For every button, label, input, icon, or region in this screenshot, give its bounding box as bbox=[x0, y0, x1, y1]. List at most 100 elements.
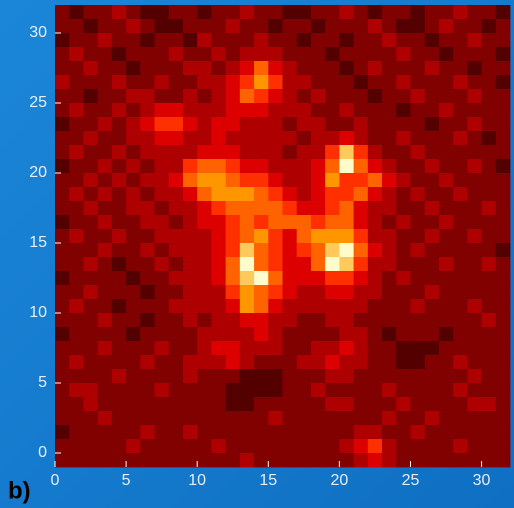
heatmap-cell bbox=[69, 215, 84, 230]
heatmap-cell bbox=[382, 229, 397, 244]
heatmap-cell bbox=[97, 383, 113, 398]
heatmap-cell bbox=[424, 229, 440, 244]
heatmap-cell bbox=[55, 341, 70, 356]
heatmap-cell bbox=[296, 327, 312, 342]
heatmap-cell bbox=[83, 397, 99, 412]
heatmap-cell bbox=[310, 117, 326, 132]
heatmap-cell bbox=[197, 229, 212, 244]
heatmap-cell bbox=[382, 33, 397, 48]
heatmap-cell bbox=[382, 19, 397, 34]
heatmap-cell bbox=[126, 201, 141, 216]
heatmap-cell bbox=[239, 61, 255, 76]
heatmap-cell bbox=[83, 411, 99, 426]
heatmap-cell bbox=[168, 397, 184, 412]
heatmap-cell bbox=[154, 61, 170, 76]
heatmap-cell bbox=[481, 327, 497, 342]
heatmap-cell bbox=[197, 453, 212, 468]
heatmap-cell bbox=[339, 313, 354, 328]
heatmap-cell bbox=[83, 33, 99, 48]
heatmap-cell bbox=[254, 173, 269, 188]
heatmap-cell bbox=[353, 5, 369, 20]
heatmap-cell bbox=[239, 89, 255, 104]
heatmap-cell bbox=[268, 229, 283, 244]
heatmap-cell bbox=[97, 145, 113, 160]
heatmap-cell bbox=[254, 19, 269, 34]
heatmap-cell bbox=[239, 355, 255, 370]
heatmap-cell bbox=[268, 173, 283, 188]
heatmap-cell bbox=[239, 201, 255, 216]
heatmap-cell bbox=[97, 425, 113, 440]
heatmap-cell bbox=[339, 215, 354, 230]
heatmap-cell bbox=[83, 285, 99, 300]
heatmap-cell bbox=[296, 313, 312, 328]
heatmap-cell bbox=[282, 19, 298, 34]
heatmap-cell bbox=[239, 19, 255, 34]
heatmap-cell bbox=[382, 89, 397, 104]
heatmap-cell bbox=[481, 411, 497, 426]
heatmap-cell bbox=[55, 299, 70, 314]
heatmap-cell bbox=[239, 411, 255, 426]
heatmap-cell bbox=[453, 341, 468, 356]
heatmap-cell bbox=[282, 201, 298, 216]
heatmap-cell bbox=[325, 215, 340, 230]
heatmap-cell bbox=[310, 299, 326, 314]
heatmap-cell bbox=[310, 229, 326, 244]
heatmap-cell bbox=[126, 439, 141, 454]
heatmap-cell bbox=[126, 425, 141, 440]
heatmap-cell bbox=[168, 299, 184, 314]
heatmap-cell bbox=[296, 89, 312, 104]
heatmap-cell bbox=[382, 117, 397, 132]
panel-label: b) bbox=[8, 477, 31, 504]
heatmap-cell bbox=[453, 75, 468, 90]
heatmap-cell bbox=[197, 201, 212, 216]
heatmap-cell bbox=[453, 425, 468, 440]
heatmap-cell bbox=[296, 411, 312, 426]
heatmap-cell bbox=[481, 383, 497, 398]
heatmap-cell bbox=[55, 355, 70, 370]
heatmap-cell bbox=[111, 201, 127, 216]
heatmap-cell bbox=[495, 75, 511, 90]
heatmap-cell bbox=[296, 187, 312, 202]
heatmap-cell bbox=[396, 61, 411, 76]
heatmap-cell bbox=[140, 257, 155, 272]
heatmap-cell bbox=[339, 341, 354, 356]
heatmap-cell bbox=[111, 229, 127, 244]
x-tick-label: 10 bbox=[188, 472, 206, 489]
heatmap-cell bbox=[197, 299, 212, 314]
heatmap-cell bbox=[97, 369, 113, 384]
heatmap-cell bbox=[168, 47, 184, 62]
heatmap-cell bbox=[211, 201, 227, 216]
heatmap-cell bbox=[467, 201, 482, 216]
heatmap-cell bbox=[225, 327, 241, 342]
heatmap-cell bbox=[211, 369, 227, 384]
heatmap-cell bbox=[325, 159, 340, 174]
heatmap-cell bbox=[140, 383, 155, 398]
heatmap-cell bbox=[69, 47, 84, 62]
heatmap-cell bbox=[438, 369, 454, 384]
heatmap-cell bbox=[69, 187, 84, 202]
heatmap-cell bbox=[325, 453, 340, 468]
heatmap-cell bbox=[410, 327, 426, 342]
heatmap-cell bbox=[254, 131, 269, 146]
heatmap-cell bbox=[97, 103, 113, 118]
heatmap-cell bbox=[367, 313, 383, 328]
heatmap-cell bbox=[382, 75, 397, 90]
heatmap-cell bbox=[254, 201, 269, 216]
heatmap-cell bbox=[140, 75, 155, 90]
heatmap-cell bbox=[438, 47, 454, 62]
heatmap-cell bbox=[353, 285, 369, 300]
heatmap-cell bbox=[168, 33, 184, 48]
heatmap-cell bbox=[211, 355, 227, 370]
heatmap-cell bbox=[126, 369, 141, 384]
heatmap-cell bbox=[410, 19, 426, 34]
heatmap-cell bbox=[424, 89, 440, 104]
heatmap-cell bbox=[424, 425, 440, 440]
heatmap-cell bbox=[268, 355, 283, 370]
heatmap-cell bbox=[225, 257, 241, 272]
heatmap-cell bbox=[410, 299, 426, 314]
heatmap-cell bbox=[268, 439, 283, 454]
heatmap-cell bbox=[438, 61, 454, 76]
heatmap-cell bbox=[197, 285, 212, 300]
heatmap-cell bbox=[424, 75, 440, 90]
heatmap-cell bbox=[154, 117, 170, 132]
